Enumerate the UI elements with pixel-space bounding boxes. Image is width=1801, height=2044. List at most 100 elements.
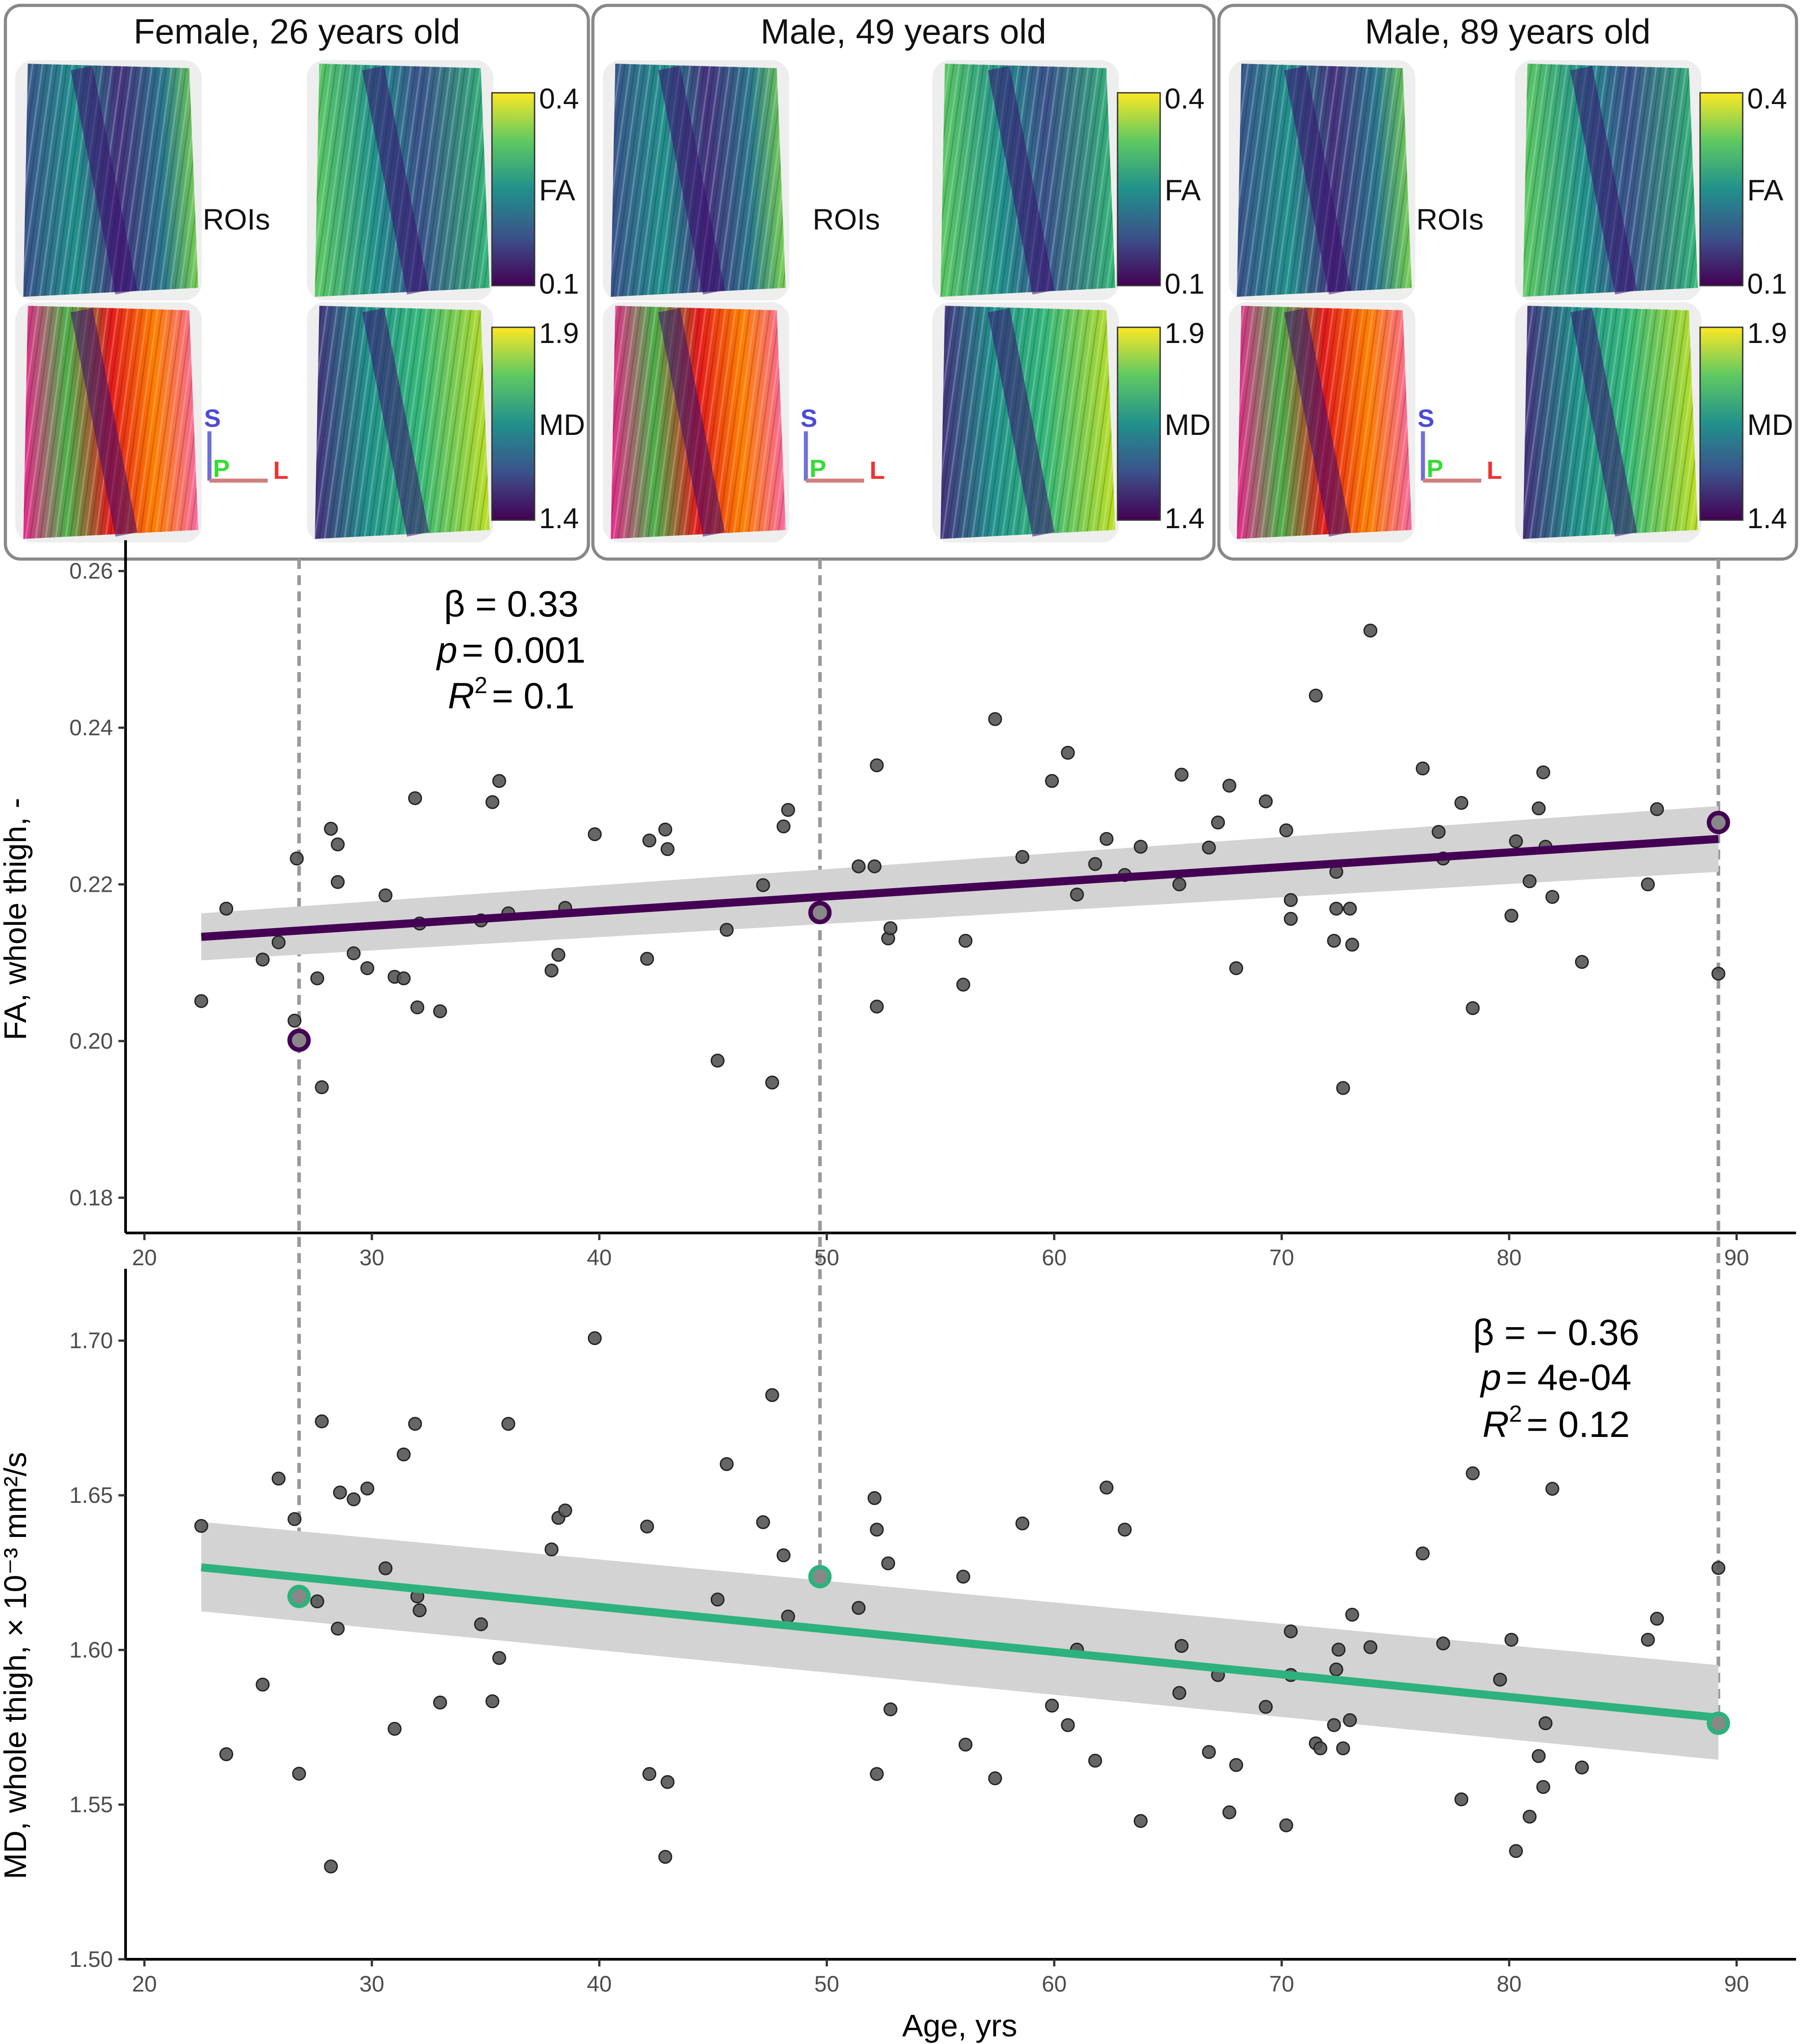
fa-colorbar: 0.4 FA 0.1 bbox=[491, 82, 579, 300]
fa-data-point bbox=[1327, 933, 1341, 948]
fa-data-point bbox=[661, 842, 675, 856]
md-data-point bbox=[988, 1771, 1002, 1785]
fa-x-tick-label: 50 bbox=[814, 1245, 840, 1270]
md-data-point bbox=[256, 1677, 270, 1692]
colorbar-min: 0.1 bbox=[539, 268, 579, 300]
fa-data-point bbox=[1466, 1001, 1480, 1015]
md-data-point bbox=[852, 1601, 866, 1615]
fa-data-point bbox=[1454, 796, 1469, 810]
fa-data-point bbox=[396, 971, 411, 985]
md-data-point bbox=[1436, 1636, 1450, 1651]
fa-confidence-band bbox=[201, 806, 1718, 960]
md-data-point bbox=[1015, 1516, 1030, 1531]
fa-x-tick-label: 40 bbox=[587, 1245, 612, 1270]
fa-data-point bbox=[988, 712, 1002, 726]
md-data-point bbox=[558, 1503, 572, 1518]
orientation-s: S bbox=[204, 404, 221, 432]
fa-data-point bbox=[347, 946, 361, 960]
fa-data-point bbox=[1545, 890, 1560, 904]
md-data-point bbox=[492, 1651, 506, 1665]
md-x-tick-label: 20 bbox=[132, 1971, 157, 1996]
md-data-point bbox=[1175, 1639, 1189, 1653]
fa-data-point bbox=[1343, 902, 1357, 916]
colorbar-label: FA bbox=[1165, 174, 1201, 207]
colorbar-label: MD bbox=[539, 408, 585, 441]
fa-tractography-render bbox=[15, 60, 202, 300]
fa-data-point bbox=[544, 963, 559, 978]
md-data-point bbox=[333, 1485, 347, 1500]
orientation-l: L bbox=[1487, 456, 1502, 484]
panel-title: Male, 89 years old bbox=[1365, 12, 1650, 51]
fa-x-tick-label: 20 bbox=[132, 1245, 157, 1270]
fa-data-point bbox=[1575, 955, 1589, 969]
md-data-point bbox=[1134, 1814, 1148, 1828]
md-data-point bbox=[661, 1775, 675, 1789]
md-data-point bbox=[1327, 1718, 1341, 1732]
md-data-point bbox=[1336, 1741, 1350, 1755]
colorbar-min: 0.1 bbox=[1165, 268, 1205, 300]
fa-data-point bbox=[1283, 911, 1298, 926]
md-data-point bbox=[310, 1594, 324, 1609]
fa-data-point bbox=[492, 774, 506, 788]
fa-data-point bbox=[485, 795, 500, 809]
md-data-point bbox=[956, 1570, 970, 1584]
rois-label: ROIs bbox=[813, 203, 880, 236]
md-tractography-render bbox=[1229, 302, 1415, 542]
md-data-point bbox=[1172, 1686, 1187, 1700]
fa-data-point bbox=[1509, 834, 1523, 848]
fa-tractography-render bbox=[603, 60, 789, 300]
fa-data-point bbox=[1134, 840, 1148, 854]
fa-data-point bbox=[1070, 887, 1084, 902]
md-x-tick-label: 30 bbox=[359, 1971, 384, 1996]
subject-panel: Female, 26 years old ROIs SP L 0.4 FA 0.1 1.9 MD… bbox=[4, 4, 590, 561]
fa-data-point bbox=[867, 859, 882, 873]
fa-data-point bbox=[219, 902, 234, 916]
colorbar-label: FA bbox=[539, 174, 575, 207]
md-data-point bbox=[1650, 1611, 1664, 1626]
fa-x-tick-label: 90 bbox=[1724, 1245, 1749, 1270]
fa-highlighted-subject-point bbox=[808, 901, 832, 924]
md-data-point bbox=[271, 1471, 286, 1486]
fa-data-point bbox=[1258, 794, 1273, 808]
md-data-point bbox=[287, 1512, 302, 1526]
md-tractography-render bbox=[307, 302, 493, 542]
md-data-point bbox=[331, 1622, 345, 1636]
md-data-point bbox=[756, 1515, 770, 1529]
fa-data-point bbox=[1345, 937, 1359, 952]
fa-colorbar: 0.4 FA 0.1 bbox=[1699, 82, 1787, 300]
md-highlighted-subject-point bbox=[808, 1565, 832, 1588]
md-y-tick-label: 1.65 bbox=[70, 1483, 113, 1508]
fa-data-point bbox=[756, 878, 770, 892]
fa-data-point bbox=[587, 827, 602, 842]
fa-data-point bbox=[1415, 761, 1430, 776]
fa-y-tick-label: 0.24 bbox=[70, 715, 113, 740]
md-data-point bbox=[413, 1603, 427, 1618]
orientation-axes-icon: SP L bbox=[204, 404, 288, 484]
md-data-point bbox=[292, 1766, 306, 1781]
colorbar-min: 1.4 bbox=[1165, 502, 1205, 534]
fa-data-point bbox=[433, 1004, 447, 1019]
fa-y-axis-label: FA, whole thigh, - bbox=[0, 798, 33, 1041]
fa-highlighted-subject-point bbox=[1706, 811, 1730, 834]
fa-data-point bbox=[1045, 774, 1059, 788]
md-data-point bbox=[194, 1519, 209, 1533]
md-x-tick-label: 90 bbox=[1724, 1971, 1749, 1996]
md-data-point bbox=[1202, 1745, 1216, 1759]
md-x-tick-label: 80 bbox=[1496, 1971, 1522, 1996]
fa-y-tick-label: 0.18 bbox=[70, 1185, 113, 1210]
md-data-point bbox=[1641, 1632, 1655, 1647]
md-data-point bbox=[719, 1457, 734, 1471]
panel-title: Female, 26 years old bbox=[134, 12, 460, 51]
fa-data-point bbox=[1202, 840, 1216, 855]
fa-data-point bbox=[1650, 802, 1664, 816]
orientation-s: S bbox=[800, 404, 817, 432]
md-data-point bbox=[347, 1492, 361, 1506]
fa-data-point bbox=[408, 791, 422, 805]
fa-x-tick-label: 70 bbox=[1269, 1245, 1294, 1270]
md-stat-beta: β = − 0.36 bbox=[1473, 1312, 1640, 1353]
md-data-point bbox=[1329, 1662, 1344, 1677]
fa-data-point bbox=[331, 837, 345, 851]
md-highlighted-subject-point bbox=[287, 1584, 311, 1608]
